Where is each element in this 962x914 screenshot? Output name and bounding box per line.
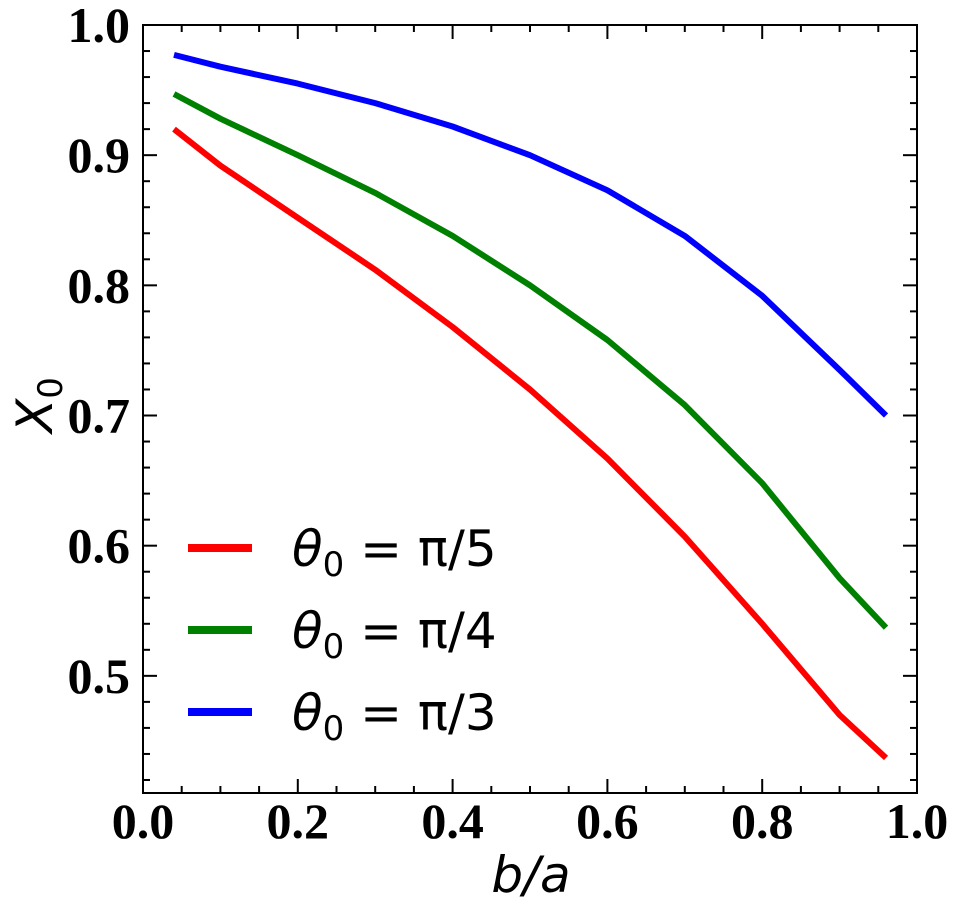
y-axis-title-main: X <box>6 397 64 436</box>
legend-label-subscript: 0 <box>323 709 345 749</box>
y-tick-label: 0.6 <box>68 518 131 574</box>
y-tick-label: 1.0 <box>68 0 131 53</box>
legend-label-symbol: θ <box>292 520 323 578</box>
axis-ticks <box>142 24 918 793</box>
x-tick-label: 1.0 <box>886 793 949 849</box>
y-tick-label: 0.5 <box>68 648 131 704</box>
series-line-2 <box>172 91 889 630</box>
legend-label-subscript: 0 <box>323 545 345 585</box>
legend-label-value: = π/4 <box>344 602 496 660</box>
legend-label-value: = π/5 <box>344 520 496 578</box>
x-tick-label: 0.8 <box>731 793 794 849</box>
x-tick-label: 0.0 <box>112 793 175 849</box>
legend-label-subscript: 0 <box>323 627 345 667</box>
y-axis-title-group: X0 <box>6 377 71 436</box>
legend-label-2: θ0 = π/4 <box>292 602 497 667</box>
y-axis-title: X0 <box>6 377 71 436</box>
x-tick-label: 0.4 <box>421 793 484 849</box>
x-tick-label: 0.6 <box>576 793 639 849</box>
legend-label-3: θ0 = π/3 <box>292 684 497 749</box>
series-line-1 <box>172 126 889 761</box>
legend-label-symbol: θ <box>292 602 323 660</box>
legend-label-value: = π/3 <box>344 684 496 742</box>
x-tick-label: 0.2 <box>267 793 330 849</box>
legend: θ0 = π/5θ0 = π/4θ0 = π/3 <box>188 520 497 749</box>
x-axis-title: b/a <box>491 846 570 904</box>
y-tick-label: 0.7 <box>68 388 131 444</box>
series-line-3 <box>173 51 889 418</box>
y-tick-label: 0.8 <box>68 257 131 313</box>
y-tick-label: 0.9 <box>68 127 131 183</box>
y-axis-title-sub: 0 <box>31 377 71 399</box>
legend-label-1: θ0 = π/5 <box>292 520 497 585</box>
y-tick-labels: 0.5 0.6 0.7 0.8 0.9 1.0 <box>68 0 131 704</box>
series-lines <box>172 51 889 761</box>
legend-label-symbol: θ <box>292 684 323 742</box>
x-tick-labels: 0.0 0.2 0.4 0.6 0.8 1.0 <box>112 793 949 849</box>
